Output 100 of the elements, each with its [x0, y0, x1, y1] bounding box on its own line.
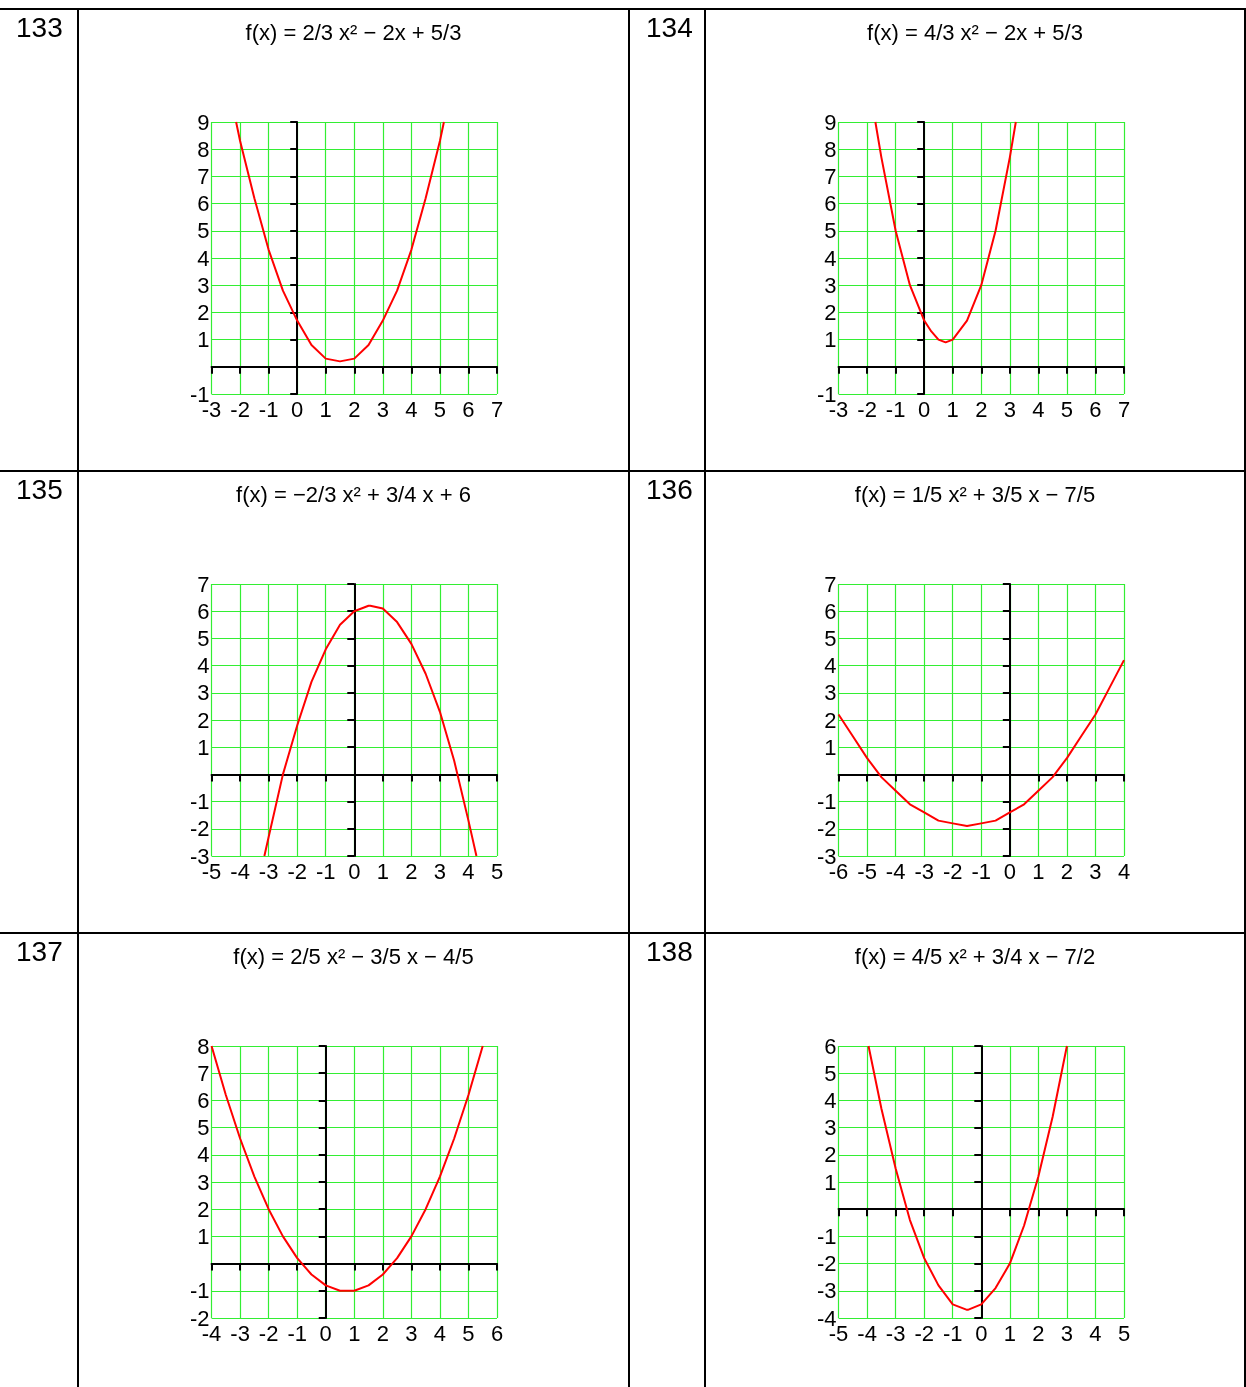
x-tick-label: 4 — [1089, 1320, 1102, 1346]
y-tick-label: 5 — [824, 1060, 837, 1086]
x-tick-label: 3 — [376, 396, 389, 422]
y-tick-label: 9 — [824, 109, 837, 135]
y-tick-label: 6 — [197, 1087, 210, 1113]
x-tick-label: -1 — [971, 858, 992, 884]
x-tick-label: 0 — [319, 1320, 332, 1346]
y-tick-label: 5 — [824, 218, 837, 244]
y-tick-label: 1 — [824, 734, 837, 760]
y-tick-label: 2 — [197, 707, 210, 733]
x-tick-label: 1 — [319, 396, 332, 422]
y-tick-label: 4 — [197, 653, 210, 679]
y-tick-label: 7 — [197, 571, 210, 597]
line-series — [263, 604, 478, 857]
y-tick-label: 7 — [824, 571, 837, 597]
x-tick-label: 1 — [1003, 1320, 1016, 1346]
y-tick-label: 6 — [197, 191, 210, 217]
y-tick-label: 2 — [824, 299, 837, 325]
y-tick-label: 3 — [197, 680, 210, 706]
x-tick-label: 3 — [1003, 396, 1016, 422]
x-tick-label: -2 — [230, 396, 250, 422]
y-tick-label: -3 — [817, 1278, 837, 1304]
x-tick-label: 6 — [490, 1320, 504, 1346]
y-tick-label: 8 — [824, 136, 837, 162]
y-tick-label: 4 — [824, 653, 837, 679]
x-tick-label: 1 — [348, 1320, 361, 1346]
x-tick-label: 0 — [918, 396, 931, 422]
x-tick-label: 1 — [946, 396, 959, 422]
y-tick-label: 3 — [197, 272, 210, 298]
x-tick-label: -3 — [258, 858, 279, 884]
x-tick-label: 5 — [1117, 1320, 1131, 1346]
x-tick-label: 3 — [1060, 1320, 1074, 1346]
x-tick-label: 0 — [1003, 858, 1016, 884]
x-tick-label: 6 — [1089, 396, 1102, 422]
y-tick-label: 4 — [824, 1087, 837, 1113]
x-tick-label: 0 — [348, 858, 361, 884]
x-tick-label: 5 — [490, 858, 504, 884]
chart-title: f(x) = −2/3 x² + 3/4 x + 6 — [235, 482, 472, 508]
x-tick-label: -4 — [230, 858, 250, 884]
y-tick-label: 4 — [824, 245, 837, 271]
y-tick-label: -1 — [190, 1278, 210, 1304]
x-tick-label: 2 — [376, 1320, 389, 1346]
y-tick-label: 7 — [824, 163, 837, 189]
x-tick-label: 5 — [1060, 396, 1074, 422]
text: 138 — [630, 934, 706, 1387]
x-tick-label: -2 — [914, 1320, 934, 1346]
x-tick-label: 4 — [1117, 858, 1131, 884]
y-tick-label: 4 — [197, 1142, 210, 1168]
x-tick-label: -1 — [258, 396, 279, 422]
x-tick-label: 0 — [975, 1320, 988, 1346]
line-series — [235, 121, 445, 363]
x-tick-label: -2 — [942, 858, 963, 884]
y-tick-label: 8 — [197, 1033, 210, 1059]
y-tick-label: 5 — [197, 625, 210, 651]
x-tick-label: -2 — [258, 1320, 279, 1346]
x-tick-label: 3 — [433, 858, 447, 884]
x-tick-label: 5 — [433, 396, 447, 422]
y-tick-label: 2 — [824, 1142, 837, 1168]
y-tick-label: 9 — [197, 109, 210, 135]
chart-title: f(x) = 4/3 x² − 2x + 5/3 — [866, 20, 1084, 46]
y-tick-label: 1 — [197, 1223, 210, 1249]
y-tick-label: 4 — [197, 245, 210, 271]
x-tick-label: 2 — [405, 858, 418, 884]
line-series — [837, 659, 1125, 828]
text: 134 — [630, 10, 706, 472]
y-tick-label: 3 — [824, 272, 837, 298]
y-tick-label: -1 — [190, 789, 210, 815]
y-tick-label: -1 — [817, 789, 837, 815]
x-tick-label: -1 — [942, 1320, 963, 1346]
x-tick-label: -1 — [315, 858, 336, 884]
y-tick-label: -2 — [190, 816, 210, 842]
y-tick-label: 1 — [824, 1169, 837, 1195]
y-tick-label: -2 — [817, 1251, 837, 1277]
x-tick-label: -4 — [885, 858, 906, 884]
chart-title: f(x) = 1/5 x² + 3/5 x − 7/5 — [853, 482, 1097, 508]
y-tick-label: 3 — [824, 680, 837, 706]
x-tick-label: -1 — [885, 396, 906, 422]
x-tick-label: -3 — [885, 1320, 906, 1346]
x-tick-label: 3 — [405, 1320, 418, 1346]
x-tick-label: 4 — [405, 396, 418, 422]
y-tick-label: 6 — [197, 598, 210, 624]
text: 133 — [0, 10, 79, 472]
text: 136 — [630, 472, 706, 934]
chart-title: f(x) = 2/3 x² − 2x + 5/3 — [244, 20, 463, 46]
chart-title: f(x) = 2/5 x² − 3/5 x − 4/5 — [232, 944, 475, 970]
line-series — [210, 1045, 484, 1292]
x-tick-label: 7 — [1117, 396, 1131, 422]
y-tick-label: 8 — [197, 136, 210, 162]
x-tick-label: 3 — [1089, 858, 1102, 884]
x-tick-label: 2 — [1032, 1320, 1045, 1346]
x-tick-label: 5 — [462, 1320, 475, 1346]
line-series — [874, 121, 1017, 344]
x-tick-label: 1 — [1032, 858, 1045, 884]
y-tick-label: 3 — [824, 1115, 837, 1141]
x-tick-label: -3 — [230, 1320, 250, 1346]
y-tick-label: -1 — [817, 1223, 837, 1249]
y-tick-label: 6 — [824, 191, 837, 217]
y-tick-label: 5 — [824, 625, 837, 651]
x-tick-label: 0 — [291, 396, 304, 422]
y-tick-label: 3 — [197, 1169, 210, 1195]
